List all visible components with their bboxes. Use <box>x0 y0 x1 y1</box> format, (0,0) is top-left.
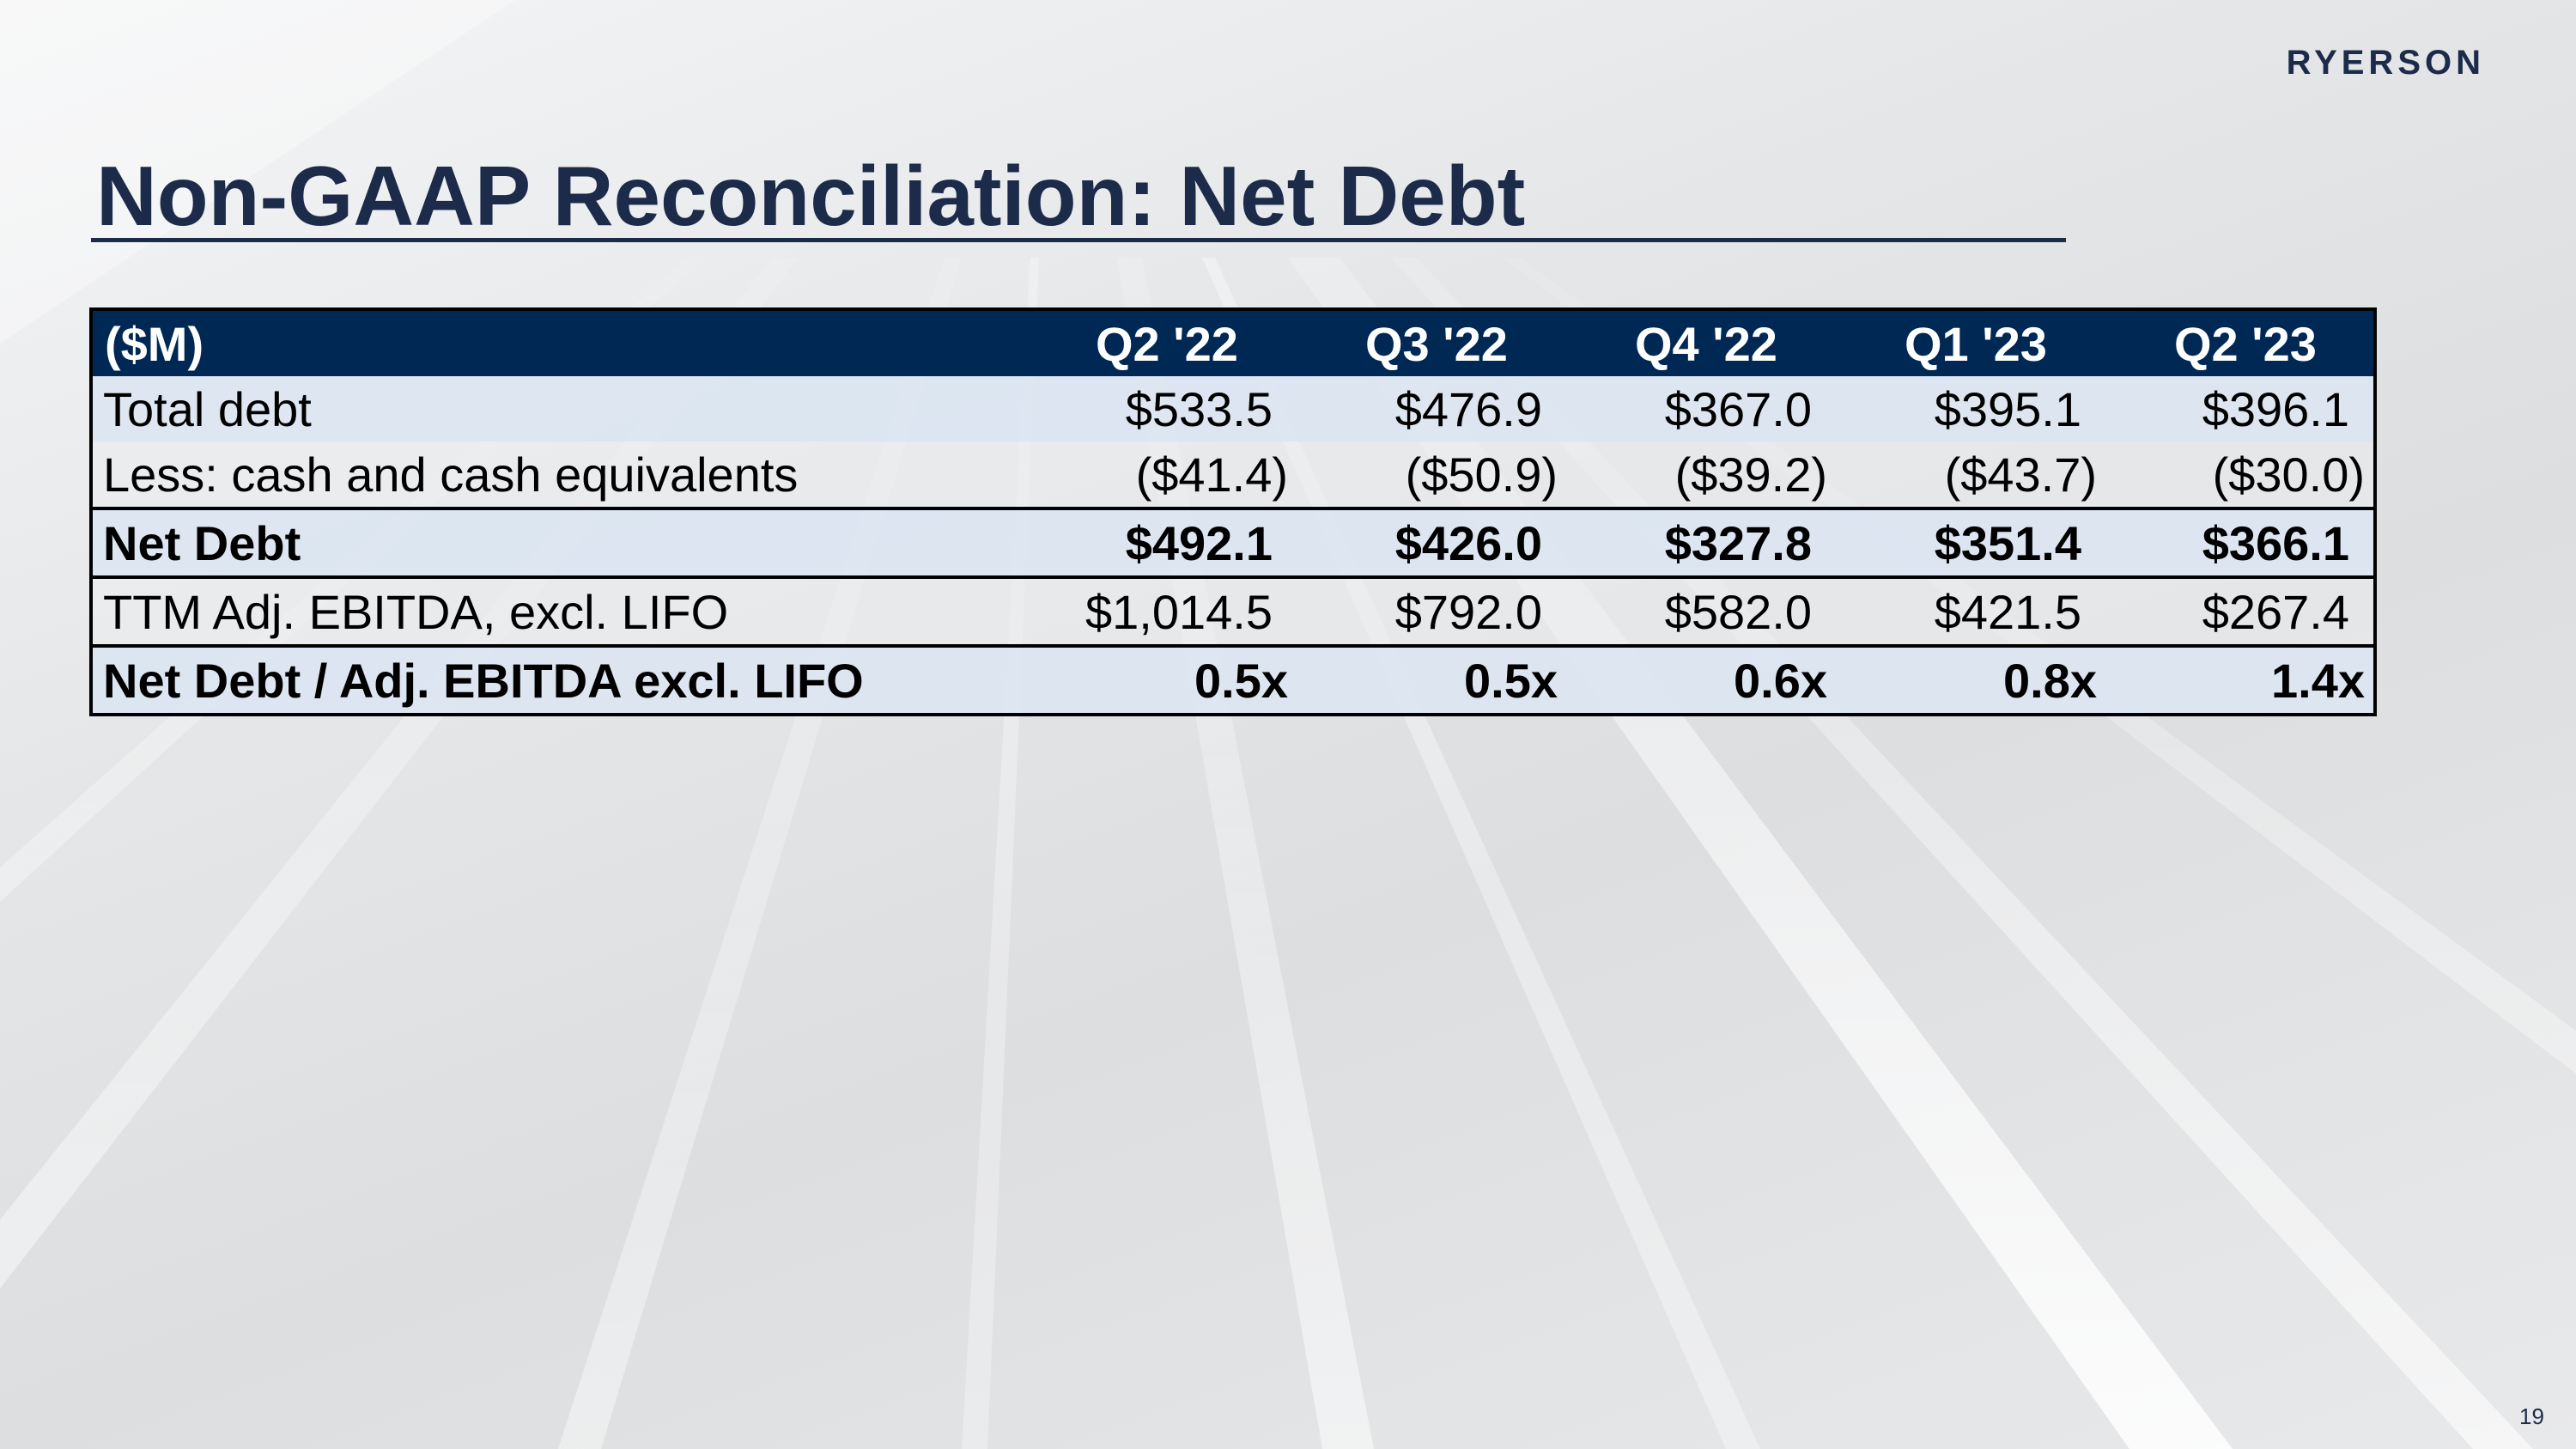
table-cell: $267.4 <box>2105 575 2375 646</box>
unit-header: ($M) <box>91 309 1027 376</box>
row-label: TTM Adj. EBITDA, excl. LIFO <box>91 575 1027 646</box>
table-cell: $395.1 <box>1836 376 2105 441</box>
net-debt-table: ($M) Q2 '22 Q3 '22 Q4 '22 Q1 '23 Q2 '23 … <box>89 307 2377 716</box>
table-cell: $367.0 <box>1566 376 1836 441</box>
title-underline <box>91 238 2066 242</box>
table-cell: $366.1 <box>2105 507 2375 577</box>
table-row-total-debt: Total debt $533.5 $476.9 $367.0 $395.1 $… <box>91 376 2375 441</box>
row-label: Less: cash and cash equivalents <box>91 441 1027 508</box>
table-row-cash: Less: cash and cash equivalents ($41.4) … <box>91 441 2375 508</box>
table-cell: 0.6x <box>1566 644 1836 715</box>
column-header: Q3 '22 <box>1297 309 1566 376</box>
table-cell: $351.4 <box>1836 507 2105 577</box>
column-header: Q2 '22 <box>1027 309 1297 376</box>
table-cell: $533.5 <box>1027 376 1297 441</box>
column-header: Q1 '23 <box>1836 309 2105 376</box>
table-cell: $582.0 <box>1566 575 1836 646</box>
table-cell: ($43.7) <box>1836 441 2105 508</box>
table-cell: $327.8 <box>1566 507 1836 577</box>
table-cell: ($30.0) <box>2105 441 2375 508</box>
column-header: Q2 '23 <box>2105 309 2375 376</box>
row-label: Net Debt <box>91 507 1027 577</box>
row-label: Total debt <box>91 376 1027 441</box>
table-cell: 0.8x <box>1836 644 2105 715</box>
table-row-net-debt: Net Debt $492.1 $426.0 $327.8 $351.4 $36… <box>91 507 2375 577</box>
table-cell: $792.0 <box>1297 575 1566 646</box>
page-number: 19 <box>2519 1403 2544 1429</box>
table-cell: $492.1 <box>1027 507 1297 577</box>
table-row-leverage-ratio: Net Debt / Adj. EBITDA excl. LIFO 0.5x 0… <box>91 644 2375 715</box>
table-cell: $421.5 <box>1836 575 2105 646</box>
table-cell: ($39.2) <box>1566 441 1836 508</box>
table-cell: $476.9 <box>1297 376 1566 441</box>
row-label: Net Debt / Adj. EBITDA excl. LIFO <box>91 644 1027 715</box>
table-cell: $1,014.5 <box>1027 575 1297 646</box>
table-cell: 0.5x <box>1297 644 1566 715</box>
table-cell: $426.0 <box>1297 507 1566 577</box>
table-cell: ($50.9) <box>1297 441 1566 508</box>
table-header-row: ($M) Q2 '22 Q3 '22 Q4 '22 Q1 '23 Q2 '23 <box>91 309 2375 376</box>
table-cell: 0.5x <box>1027 644 1297 715</box>
table-cell: ($41.4) <box>1027 441 1297 508</box>
table-row-ttm-ebitda: TTM Adj. EBITDA, excl. LIFO $1,014.5 $79… <box>91 575 2375 646</box>
ryerson-logo: RYERSON <box>2286 44 2485 82</box>
table-cell: $396.1 <box>2105 376 2375 441</box>
slide-title: Non-GAAP Reconciliation: Net Debt <box>96 149 1526 243</box>
column-header: Q4 '22 <box>1566 309 1836 376</box>
table-cell: 1.4x <box>2105 644 2375 715</box>
